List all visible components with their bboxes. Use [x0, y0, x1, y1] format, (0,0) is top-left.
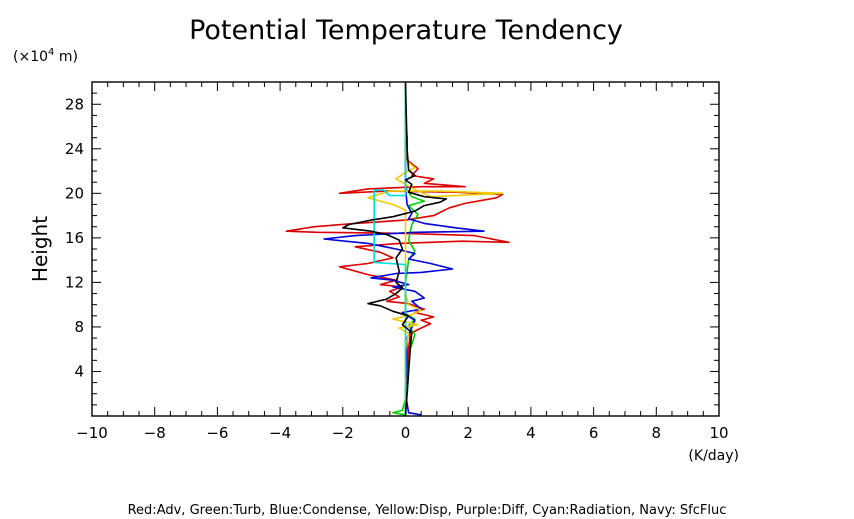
- x-tick-label: 2: [463, 424, 473, 442]
- x-tick-label: 4: [526, 424, 536, 442]
- y-unit-label: (×104 m): [13, 47, 78, 65]
- series-line-0: [285, 83, 510, 415]
- x-tick-label: −6: [206, 424, 228, 442]
- y-tick-label: 8: [74, 318, 84, 336]
- y-axis-label: Height: [28, 216, 52, 282]
- x-tick-label: −10: [76, 424, 108, 442]
- chart-title: Potential Temperature Tendency: [189, 15, 623, 46]
- x-tick-label: 6: [589, 424, 599, 442]
- x-tick-label: 10: [709, 424, 728, 442]
- x-axis-label: (K/day): [688, 448, 739, 464]
- series-line-5: [341, 83, 448, 415]
- legend-text: Red:Adv, Green:Turb, Blue:Condense, Yell…: [128, 503, 727, 518]
- y-tick-label: 12: [65, 273, 84, 291]
- y-tick-label: 20: [65, 184, 84, 202]
- x-tick-label: −8: [144, 424, 166, 442]
- x-tick-label: −4: [269, 424, 291, 442]
- y-tick-label: 4: [74, 362, 84, 380]
- x-tick-label: 0: [401, 424, 411, 442]
- series-line-3: [367, 83, 504, 415]
- y-tick-label: 16: [65, 229, 84, 247]
- x-tick-label: −2: [332, 424, 354, 442]
- x-tick-label: 8: [652, 424, 662, 442]
- y-tick-label: 28: [65, 95, 84, 113]
- y-tick-label: 24: [65, 140, 84, 158]
- series-line-2: [323, 83, 485, 416]
- series-line-4: [373, 83, 407, 415]
